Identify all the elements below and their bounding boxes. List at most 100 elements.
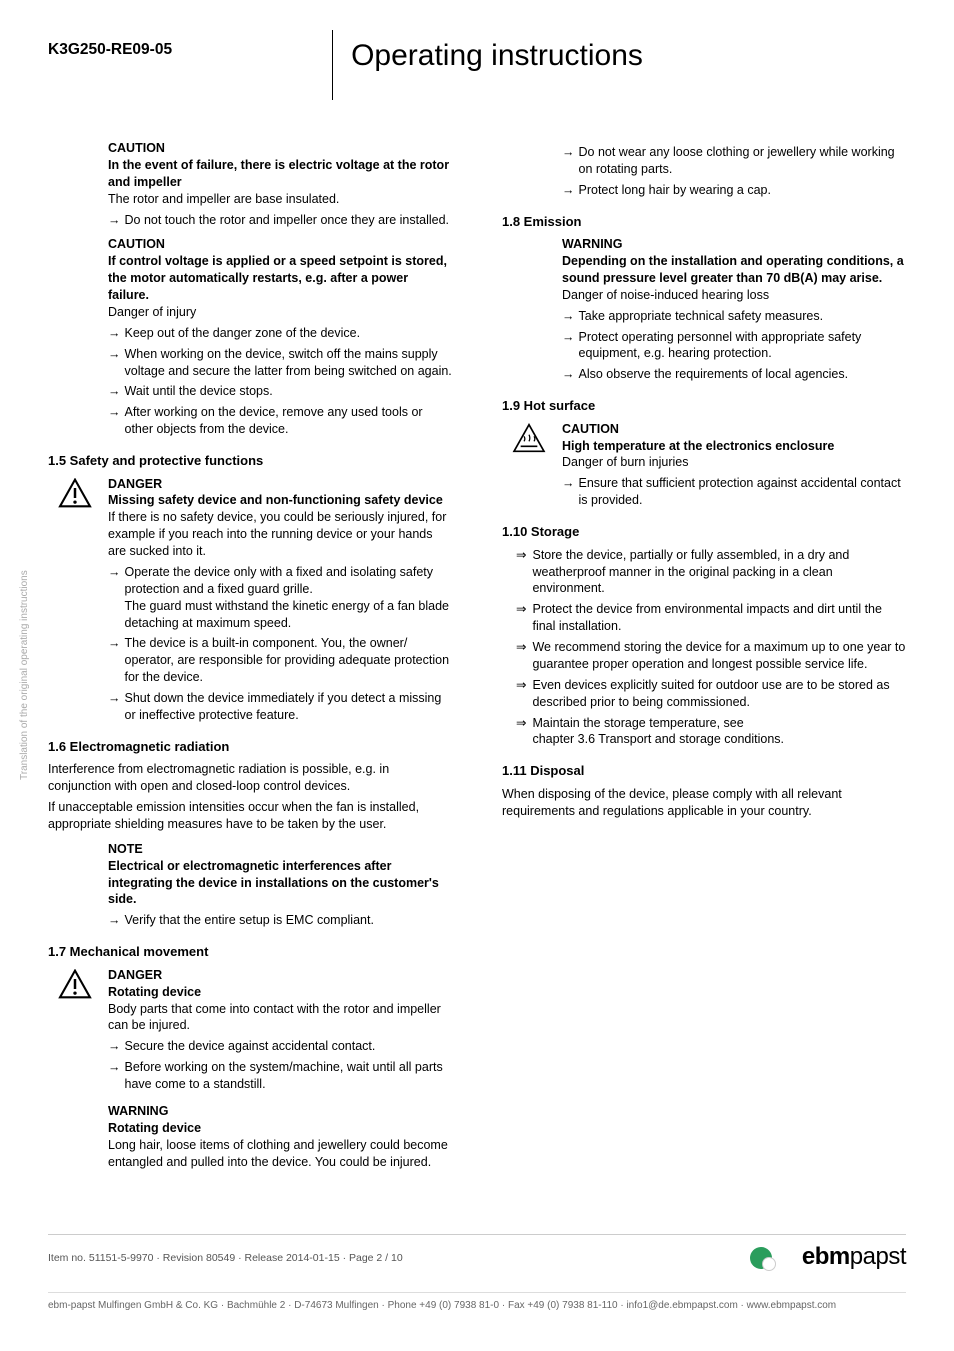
instruction-text: Secure the device against accidental con… xyxy=(125,1038,453,1055)
bullet-icon: ⇒ xyxy=(516,601,526,635)
danger-block: DANGER Missing safety device and non-fun… xyxy=(48,476,452,560)
section-heading-1-7: 1.7 Mechanical movement xyxy=(48,943,452,961)
arrow-icon: → xyxy=(562,144,575,178)
green-badge-icon xyxy=(750,1247,772,1269)
instruction-item: →Secure the device against accidental co… xyxy=(108,1038,452,1055)
instruction-item: →Verify that the entire setup is EMC com… xyxy=(108,912,452,929)
arrow-icon: → xyxy=(108,912,121,929)
arrow-icon: → xyxy=(108,404,121,438)
body-text: Long hair, loose items of clothing and j… xyxy=(108,1137,452,1171)
bullet-text: Maintain the storage temperature, see ch… xyxy=(532,715,906,749)
bullet-text: We recommend storing the device for a ma… xyxy=(532,639,906,673)
arrow-icon: → xyxy=(108,635,121,686)
instruction-text: The device is a built-in component. You,… xyxy=(125,635,453,686)
arrow-icon: → xyxy=(562,308,575,325)
arrow-icon: → xyxy=(562,366,575,383)
note-sub: Electrical or electromagnetic interferen… xyxy=(108,858,452,909)
instruction-item: →After working on the device, remove any… xyxy=(108,404,452,438)
instruction-text: After working on the device, remove any … xyxy=(125,404,453,438)
instruction-item: →Take appropriate technical safety measu… xyxy=(562,308,906,325)
instruction-text: Before working on the system/machine, wa… xyxy=(125,1059,453,1093)
bullet-text: Protect the device from environmental im… xyxy=(532,601,906,635)
body-text: The rotor and impeller are base insulate… xyxy=(108,191,452,208)
caution-block: CAUTION High temperature at the electron… xyxy=(502,421,906,472)
caution-label: CAUTION xyxy=(108,140,452,157)
danger-sub: Rotating device xyxy=(108,984,452,1001)
page-title: Operating instructions xyxy=(351,30,643,77)
instruction-text: Verify that the entire setup is EMC comp… xyxy=(125,912,453,929)
arrow-icon: → xyxy=(562,329,575,363)
logo-bold: ebm xyxy=(802,1243,850,1270)
caution-sub: If control voltage is applied or a speed… xyxy=(108,253,452,304)
body-paragraph: If unacceptable emission intensities occ… xyxy=(48,799,452,833)
bullet-text: Even devices explicitly suited for outdo… xyxy=(532,677,906,711)
caution-sub: High temperature at the electronics encl… xyxy=(562,438,906,455)
bullet-text: Store the device, partially or fully ass… xyxy=(532,547,906,598)
danger-label: DANGER xyxy=(108,476,452,493)
company-footer: ebm-papst Mulfingen GmbH & Co. KG · Bach… xyxy=(48,1292,906,1313)
warning-triangle-icon xyxy=(58,478,92,513)
arrow-icon: → xyxy=(562,475,575,509)
body-text: Body parts that come into contact with t… xyxy=(108,1001,452,1035)
instruction-item: →Shut down the device immediately if you… xyxy=(108,690,452,724)
page-header: K3G250-RE09-05 Operating instructions xyxy=(48,30,906,100)
section-heading-1-8: 1.8 Emission xyxy=(502,213,906,231)
section-heading-1-6: 1.6 Electromagnetic radiation xyxy=(48,738,452,756)
arrow-icon: → xyxy=(108,212,121,229)
footer-bar: Item no. 51151-5-9970 · Revision 80549 ·… xyxy=(48,1234,906,1273)
warning-sub: Depending on the installation and operat… xyxy=(562,253,906,287)
instruction-item: →Keep out of the danger zone of the devi… xyxy=(108,325,452,342)
section-heading-1-10: 1.10 Storage xyxy=(502,523,906,541)
bullet-item: ⇒Protect the device from environmental i… xyxy=(516,601,906,635)
body-text: Danger of noise-induced hearing loss xyxy=(562,287,906,304)
instruction-item: →Protect long hair by wearing a cap. xyxy=(562,182,906,199)
instruction-text: Shut down the device immediately if you … xyxy=(125,690,453,724)
instruction-text: Operate the device only with a fixed and… xyxy=(125,564,453,632)
section-heading-1-11: 1.11 Disposal xyxy=(502,762,906,780)
bullet-text-b: chapter 3.6 Transport and storage condit… xyxy=(532,732,784,746)
right-column: →Do not wear any loose clothing or jewel… xyxy=(502,140,906,1174)
caution-label: CAUTION xyxy=(108,236,452,253)
arrow-icon: → xyxy=(108,383,121,400)
caution-label: CAUTION xyxy=(562,421,906,438)
warning-sub: Rotating device xyxy=(108,1120,452,1137)
header-divider xyxy=(332,30,333,100)
section-heading-1-9: 1.9 Hot surface xyxy=(502,397,906,415)
bullet-icon: ⇒ xyxy=(516,715,526,749)
instruction-item: →Ensure that sufficient protection again… xyxy=(562,475,906,509)
instruction-text-b: The guard must withstand the kinetic ene… xyxy=(125,599,450,630)
content-columns: CAUTION In the event of failure, there i… xyxy=(48,140,906,1174)
bullet-icon: ⇒ xyxy=(516,677,526,711)
hot-surface-triangle-icon xyxy=(512,423,546,458)
bullet-item: ⇒We recommend storing the device for a m… xyxy=(516,639,906,673)
instruction-item: → Operate the device only with a fixed a… xyxy=(108,564,452,632)
instruction-text: Keep out of the danger zone of the devic… xyxy=(125,325,453,342)
arrow-icon: → xyxy=(108,564,121,632)
bullet-item: ⇒Store the device, partially or fully as… xyxy=(516,547,906,598)
bullet-icon: ⇒ xyxy=(516,639,526,673)
caution-sub: In the event of failure, there is electr… xyxy=(108,157,452,191)
body-paragraph: When disposing of the device, please com… xyxy=(502,786,906,820)
bullet-text-a: Maintain the storage temperature, see xyxy=(532,716,743,730)
arrow-icon: → xyxy=(108,346,121,380)
body-paragraph: Interference from electromagnetic radiat… xyxy=(48,761,452,795)
danger-label: DANGER xyxy=(108,967,452,984)
arrow-icon: → xyxy=(108,1059,121,1093)
instruction-text: Wait until the device stops. xyxy=(125,383,453,400)
body-text: Danger of injury xyxy=(108,304,452,321)
danger-block: DANGER Rotating device Body parts that c… xyxy=(48,967,452,1035)
instruction-text: Take appropriate technical safety measur… xyxy=(579,308,907,325)
body-text: If there is no safety device, you could … xyxy=(108,509,452,560)
body-text: Danger of burn injuries xyxy=(562,454,906,471)
logo-light: papst xyxy=(850,1243,906,1270)
instruction-text: Do not touch the rotor and impeller once… xyxy=(125,212,453,229)
bullet-item: ⇒ Maintain the storage temperature, see … xyxy=(516,715,906,749)
arrow-icon: → xyxy=(108,1038,121,1055)
caution-block-2: CAUTION If control voltage is applied or… xyxy=(108,236,452,320)
instruction-text: Also observe the requirements of local a… xyxy=(579,366,907,383)
instruction-item: →Do not wear any loose clothing or jewel… xyxy=(562,144,906,178)
instruction-text: Do not wear any loose clothing or jewell… xyxy=(579,144,907,178)
instruction-item: → Do not touch the rotor and impeller on… xyxy=(108,212,452,229)
warning-block: WARNING Rotating device Long hair, loose… xyxy=(108,1103,452,1171)
instruction-text: Protect long hair by wearing a cap. xyxy=(579,182,907,199)
